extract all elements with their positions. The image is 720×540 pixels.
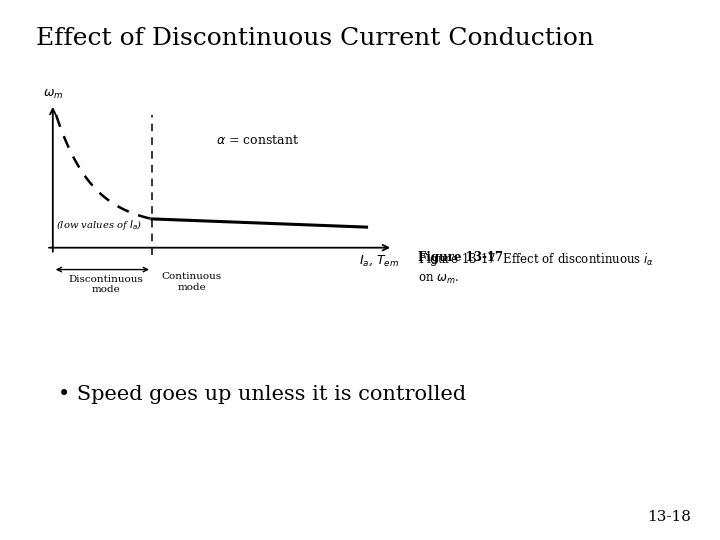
Text: $I_a$, $T_{em}$: $I_a$, $T_{em}$ bbox=[359, 253, 400, 268]
Text: Figure 13-17: Figure 13-17 bbox=[418, 251, 503, 264]
Text: Effect of Discontinuous Current Conduction: Effect of Discontinuous Current Conducti… bbox=[36, 27, 594, 50]
Text: • Speed goes up unless it is controlled: • Speed goes up unless it is controlled bbox=[58, 384, 466, 404]
Text: (low values of $I_a$): (low values of $I_a$) bbox=[56, 218, 143, 232]
Text: 13-18: 13-18 bbox=[647, 510, 691, 524]
Text: $\omega_m$: $\omega_m$ bbox=[43, 88, 63, 102]
Text: Continuous
mode: Continuous mode bbox=[161, 272, 222, 292]
Text: on $\omega_m$.: on $\omega_m$. bbox=[418, 273, 459, 286]
Text: Figure 13-17  Effect of discontinuous $i_\alpha$: Figure 13-17 Effect of discontinuous $i_… bbox=[418, 251, 654, 268]
Text: $\alpha$ = constant: $\alpha$ = constant bbox=[216, 134, 299, 147]
Text: Discontinuous
mode: Discontinuous mode bbox=[68, 275, 143, 294]
